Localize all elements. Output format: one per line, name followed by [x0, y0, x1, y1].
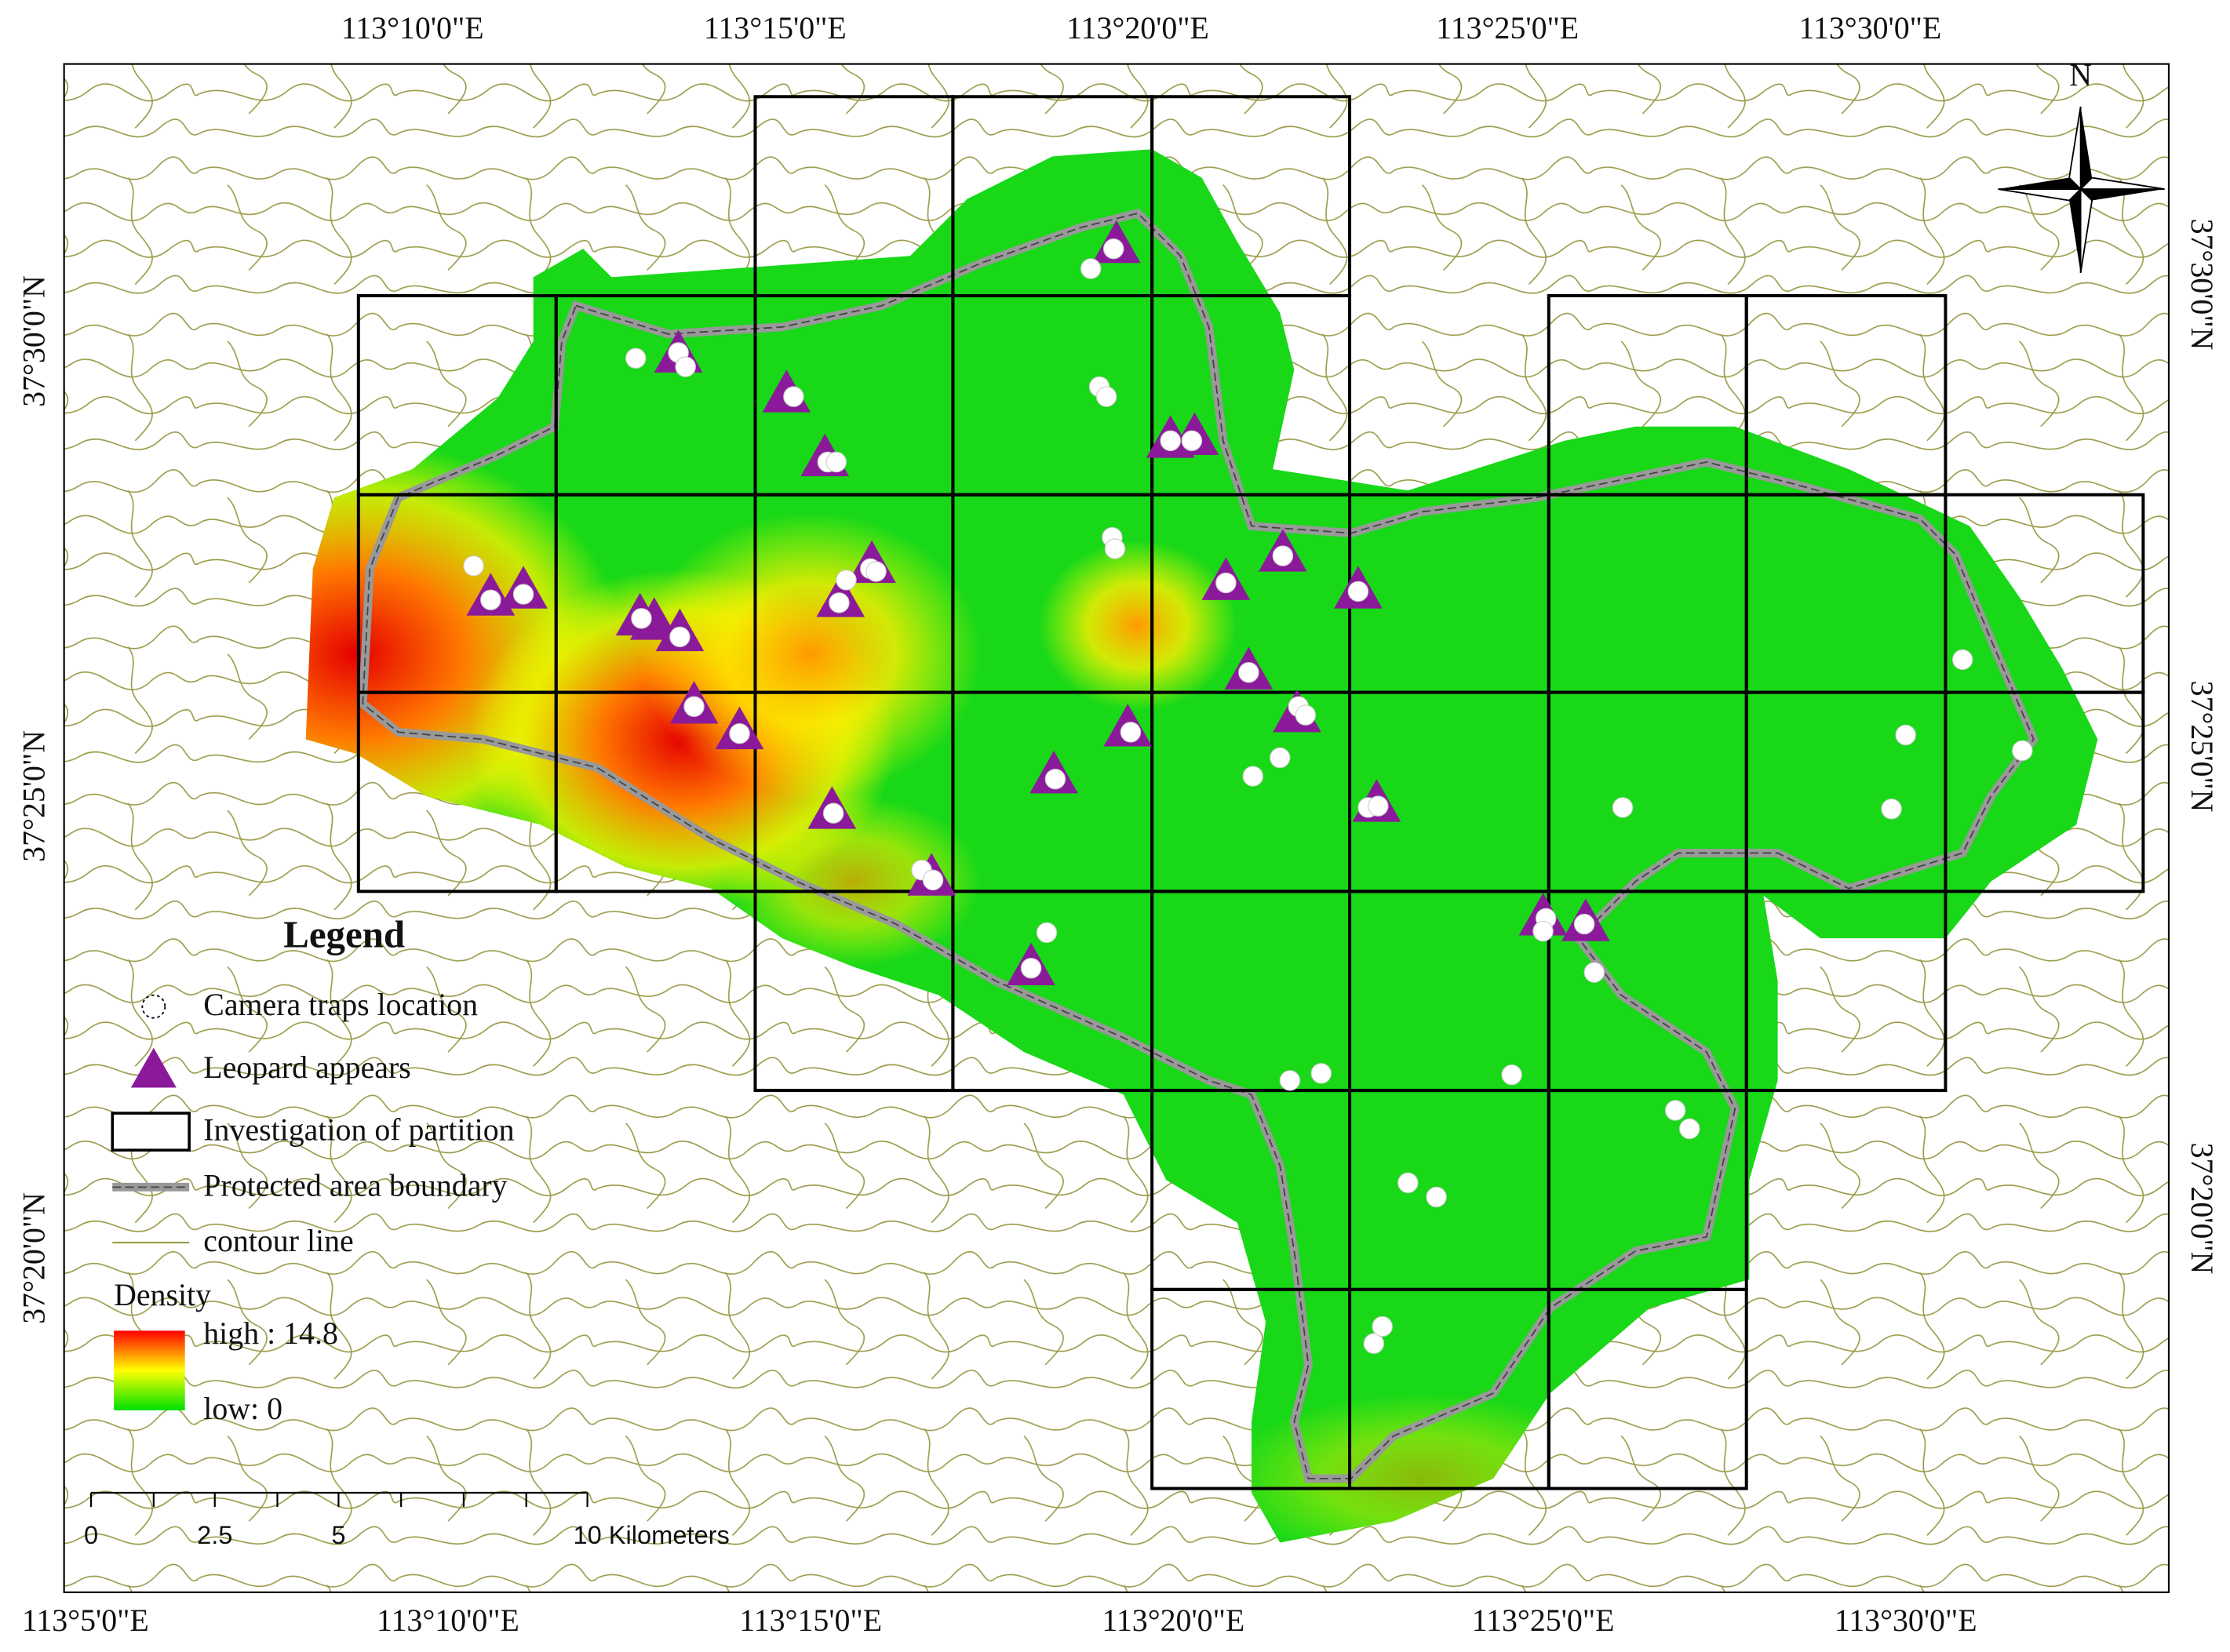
- camera-trap: [683, 696, 705, 717]
- camera-trap: [1664, 1100, 1686, 1121]
- legend-item: contour line: [203, 1223, 354, 1258]
- protected-boundary-dash: [362, 212, 2035, 1479]
- density-title: Density: [114, 1277, 211, 1312]
- camera-trap: [1160, 430, 1181, 452]
- longitude-label: 113°20'0"E: [1102, 1603, 1244, 1638]
- latitude-label: 37°30'0"N: [16, 275, 51, 407]
- camera-trap: [1612, 797, 1634, 818]
- camera-trap: [829, 592, 850, 613]
- latitude-label: 37°25'0"N: [2184, 681, 2220, 813]
- camera-trap: [2012, 740, 2033, 762]
- camera-trap: [1242, 766, 1264, 787]
- camera-trap: [822, 802, 844, 824]
- camera-trap: [480, 589, 501, 611]
- camera-trap: [1120, 722, 1142, 743]
- latitude-label: 37°25'0"N: [16, 730, 51, 862]
- camera-trap: [1372, 1315, 1393, 1337]
- north-arrow: N: [1998, 57, 2165, 274]
- coordinate-labels: 113°10'0"E 113°15'0"E 113°20'0"E 113°25'0"E…: [16, 10, 2220, 1638]
- survey-points: [463, 220, 2033, 1354]
- camera-trap: [1363, 1333, 1385, 1354]
- legend: Legend Camera traps location Leopard app…: [111, 912, 515, 1426]
- camera-trap: [1573, 913, 1595, 935]
- camera-trap: [1426, 1186, 1447, 1208]
- camera-trap: [1238, 662, 1259, 683]
- camera-trap: [1532, 920, 1554, 942]
- partition-cell: [1744, 890, 1948, 1093]
- camera-trap: [1104, 538, 1126, 559]
- legend-partition-symbol: [111, 1112, 191, 1152]
- camera-trap: [1951, 649, 1973, 671]
- legend-item: Leopard appears: [203, 1050, 410, 1085]
- camera-trap: [1347, 580, 1369, 602]
- camera-trap: [922, 869, 944, 891]
- camera-trap: [729, 722, 750, 744]
- longitude-label: 113°25'0"E: [1472, 1603, 1615, 1638]
- legend-item: Camera traps location: [203, 987, 478, 1022]
- latitude-label: 37°20'0"N: [2184, 1143, 2220, 1275]
- camera-trap: [631, 608, 652, 629]
- partition-grid: [356, 95, 2145, 1490]
- legend-leopard-symbol: [130, 1047, 177, 1088]
- camera-trap: [1020, 958, 1042, 979]
- camera-trap: [669, 626, 690, 648]
- scale-bar: 0 2.5 5 10 Kilometers: [84, 1491, 730, 1549]
- camera-trap: [836, 569, 857, 591]
- camera-trap: [1044, 768, 1066, 790]
- density-ramp: [114, 1330, 185, 1410]
- camera-trap: [463, 555, 484, 577]
- longitude-label: 113°10'0"E: [377, 1603, 519, 1638]
- longitude-label: 113°15'0"E: [704, 10, 847, 45]
- camera-trap: [512, 584, 534, 605]
- camera-trap: [1102, 238, 1124, 260]
- longitude-label: 113°20'0"E: [1066, 10, 1209, 45]
- scale-label: 5: [331, 1520, 345, 1549]
- legend-camera-symbol: [141, 994, 166, 1019]
- camera-trap: [1310, 1063, 1332, 1084]
- density-low: low: 0: [203, 1391, 282, 1426]
- camera-trap: [1397, 1172, 1419, 1194]
- density-high: high : 14.8: [203, 1315, 338, 1351]
- leopard-marker: [629, 597, 679, 640]
- latitude-label: 37°30'0"N: [2184, 219, 2220, 351]
- longitude-label: 113°10'0"E: [341, 10, 484, 45]
- partition-cell: [1547, 1287, 1748, 1490]
- partition-cell: [1944, 690, 2145, 893]
- camera-trap: [1095, 386, 1117, 407]
- camera-trap: [1678, 1118, 1700, 1140]
- camera-trap: [1895, 724, 1916, 746]
- longitude-label: 113°30'0"E: [1798, 10, 1941, 45]
- camera-trap: [1270, 747, 1291, 769]
- camera-trap: [1368, 795, 1389, 817]
- scale-label: 0: [84, 1520, 98, 1549]
- camera-trap: [1501, 1064, 1522, 1086]
- scale-label: 10 Kilometers: [573, 1520, 729, 1549]
- camera-trap: [1215, 572, 1237, 594]
- camera-trap: [1279, 1070, 1301, 1091]
- latitude-label: 37°20'0"N: [16, 1192, 51, 1324]
- camera-trap: [783, 386, 804, 407]
- camera-trap: [1272, 545, 1294, 566]
- camera-trap: [675, 356, 696, 377]
- legend-title: Legend: [283, 912, 405, 955]
- camera-trap: [625, 348, 647, 369]
- camera-trap: [1583, 962, 1605, 983]
- camera-trap: [1881, 799, 1902, 820]
- scale-label: 2.5: [197, 1520, 232, 1549]
- camera-trap: [865, 561, 887, 582]
- camera-trap: [825, 451, 847, 473]
- camera-trap: [1295, 704, 1317, 726]
- legend-item: Protected area boundary: [203, 1167, 507, 1203]
- longitude-label: 113°25'0"E: [1436, 10, 1579, 45]
- legend-item: Investigation of partition: [203, 1112, 514, 1148]
- longitude-label: 113°30'0"E: [1835, 1603, 1977, 1638]
- longitude-label: 113°5'0"E: [22, 1603, 149, 1638]
- camera-trap: [1181, 430, 1203, 452]
- north-label: N: [2069, 57, 2092, 93]
- camera-trap: [1080, 258, 1102, 279]
- longitude-label: 113°15'0"E: [739, 1603, 882, 1638]
- camera-trap: [1036, 922, 1058, 944]
